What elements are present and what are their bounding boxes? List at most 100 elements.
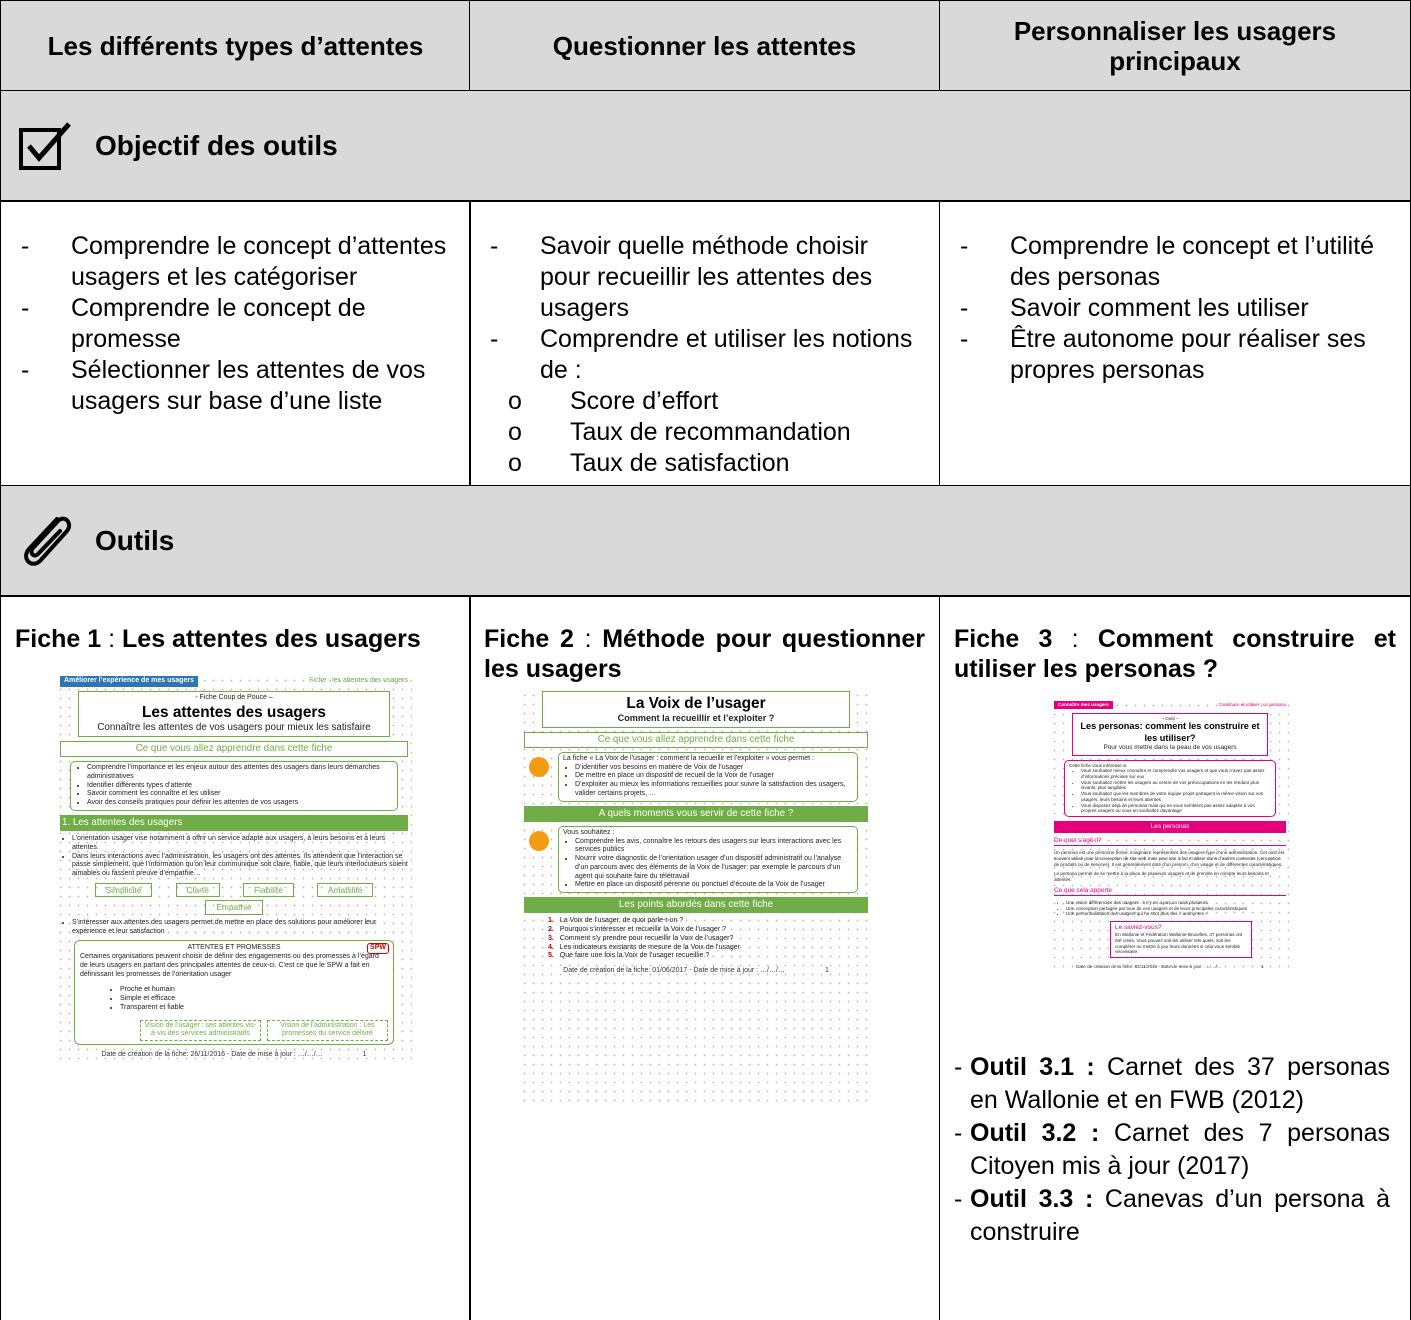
bullet-text: De mettre en place un dispositif de recu… [575, 772, 853, 781]
bullet-marker: - [954, 1119, 963, 1147]
doc-page-number: 1 [824, 967, 829, 975]
bullet-marker: - [960, 232, 969, 260]
fiche-label: Fiche 1 [15, 625, 102, 653]
doc-subtitle: Connaître les attentes de vos usagers po… [97, 721, 371, 733]
doc-numbered: 1. La Voix de l’usager, de quoi parle-t-o… [524, 917, 868, 961]
sub-list: o Score d’effort o Taux de recommandation o T… [488, 386, 921, 479]
bullet-marker: - [21, 294, 30, 322]
doc-topbar: Améliorer l’expérience de mes usagers Fic… [60, 676, 408, 687]
item-text: Comment s’y prendre pour recueillir la V… [559, 934, 734, 942]
bullet-text: Nourrir votre diagnostic de l’orientatio… [575, 855, 853, 881]
bullet-text: Comprendre les avis, connaître les retou… [575, 838, 853, 856]
bullet-list: Comprendre l’importance et les enjeux au… [75, 764, 393, 808]
tool-list: - Outil 3.1 : Carnet des 37 personas en W… [954, 1051, 1390, 1249]
fiche-separator: : [584, 625, 592, 653]
doc-page-number: 1 [1261, 964, 1264, 970]
doc-title-box: – Outil – Les personas: comment les const… [1072, 712, 1268, 756]
doc-outline-heading: Ce que vous allez apprendre dans cette f… [524, 731, 868, 748]
tool-item: - Outil 3.1 : Carnet des 37 personas en W… [954, 1051, 1390, 1117]
section-header: Outils [0, 485, 1411, 597]
doc-topbar-right: Construire et utiliser : un persona [1218, 702, 1286, 707]
fiche-title: Fiche 1 : Les attentes des usagers [1, 596, 470, 654]
item-text: Savoir quelle méthode choisir pour recue… [540, 232, 873, 322]
bullet-marker: - [954, 1185, 963, 1213]
fiche-preview: Améliorer l’expérience de mes usagers Fic… [56, 676, 412, 1064]
doc-box: Cette fiche vous intéresse siVous souhai… [1064, 759, 1276, 818]
header-cell: Personnaliser les usagers principaux [939, 0, 1411, 92]
item-text: La Voix de l’usager, de quoi parle-t-on … [559, 917, 684, 925]
bullet-marker: - [954, 1053, 963, 1081]
bullet-text: Simple et efficace [120, 995, 388, 1004]
doc-bullets: Une vision différenciée des usagers : il… [1054, 900, 1286, 917]
doc-footer: Date de création de la fiche: 02/11/2016… [1054, 964, 1286, 970]
item-text: Être autonome pour réaliser ses propres … [1010, 325, 1366, 384]
bullet-text: L’orientation usager vise notamment à of… [72, 835, 408, 853]
fiche-name: Méthode pour questionner les usagers [484, 625, 925, 683]
fiche-separator: : [1071, 625, 1079, 653]
bullet-text: Proche et humain [120, 986, 388, 995]
doc-visions: Vision de l’usager : ses attentes vis-à-… [80, 1019, 388, 1042]
header-cell: Questionner les attentes [469, 0, 940, 92]
bullet-text: Transparent et fiable [120, 1004, 388, 1013]
doc-paragraph: Le persona permet de se mettre à la plac… [1054, 871, 1269, 883]
item-text: Comprendre le concept de promesse [71, 294, 366, 353]
item-number: 3. [548, 934, 554, 942]
list-item: - Sélectionner les attentes de vos usager… [19, 355, 452, 417]
doc-subtitle: Comment la recueillir et l’exploiter ? [617, 713, 775, 724]
item-text: Comprendre le concept et l’utilité des p… [1010, 232, 1375, 291]
doc-bullets: L’orientation usager vise notamment à of… [60, 835, 408, 879]
bullet-list: Vous souhaitez mieux connaître et compre… [1069, 768, 1271, 814]
header-title: Les différents types d’attentes [47, 31, 424, 61]
doc-band: Les personas [1054, 821, 1286, 834]
doc-band: 1. Les attentes des usagers [60, 814, 408, 832]
list-item: o Score d’effort [488, 386, 921, 417]
tool-text: Carnet des 7 personas Citoyen mis à jour… [970, 1119, 1390, 1180]
item-text: Comprendre et utiliser les notions de : [540, 325, 913, 384]
bullet-text: Vous souhaitez que les membres de votre … [1081, 791, 1271, 802]
doc-tag: Amabilité [316, 882, 374, 898]
doc-footer-text: Date de création de la fiche: 02/11/2016… [1076, 964, 1222, 970]
numbered-item: 4. Les indicateurs existants de mesure de… [548, 944, 868, 953]
doc-box: La fiche « La Voix de l’usager : comment… [529, 751, 858, 802]
bullet-marker: o [508, 387, 522, 415]
bullet-text: Avoir des conseils pratiques pour défini… [87, 799, 393, 808]
item-number: 4. [548, 943, 554, 951]
bullet-text: Savoir comment les connaître et les util… [87, 790, 393, 799]
list-item: - Comprendre le concept de promesse [19, 293, 452, 355]
tool-text: Canevas d’un persona à construire [970, 1185, 1390, 1246]
bullet-marker: - [960, 325, 969, 353]
bullet-list: S’intéresser aux attentes des usagers pe… [60, 919, 408, 937]
fiche-label: Fiche 2 [484, 625, 574, 653]
doc-box-intro: Cette fiche vous intéresse si [1069, 762, 1127, 768]
bullet-marker: - [490, 232, 499, 260]
fiche-label: Fiche 3 [954, 625, 1053, 653]
item-text: Pourquoi s’intéresser et recueillir la V… [559, 926, 726, 934]
doc-topbar-left: Connaître mes usagers [1054, 701, 1113, 709]
doc-box-intro: Vous souhaitez : [563, 828, 615, 836]
doc-box: Comprendre l’importance et les enjeux au… [70, 761, 398, 811]
list-item: - Comprendre le concept et l’utilité des … [958, 231, 1392, 293]
item-text: Taux de recommandation [570, 418, 851, 446]
doc-topbar: Connaître mes usagers Construire et utili… [1054, 701, 1286, 709]
bullet-text: Dans leurs interactions avec l’administr… [72, 853, 408, 879]
doc-subheading: Ce que cela apporte [1054, 887, 1286, 896]
doc-footer: Date de création de la fiche: 01/06/2017… [524, 967, 868, 976]
doc-tags: Simplicité Clarté Fiabilité Amabilité Empath… [60, 882, 408, 915]
bullet-text: Identifier différents types d’attente [87, 782, 393, 791]
list-item: - Savoir quelle méthode choisir pour recu… [488, 231, 921, 324]
bullet-list: Comprendre les avis, connaître les retou… [563, 838, 853, 891]
numbered-item: 3. Comment s’y prendre pour recueillir la… [548, 935, 868, 944]
doc-bullets: S’intéresser aux attentes des usagers pe… [60, 919, 408, 937]
bullet-list: Une vision différenciée des usagers : il… [1054, 900, 1286, 917]
doc-kicker: - Fiche Coup de Pouce – [195, 693, 273, 701]
doc-title: Les attentes des usagers [142, 703, 326, 721]
numbered-list: 1. La Voix de l’usager, de quoi parle-t-o… [524, 917, 868, 961]
objective-cell: - Savoir quelle méthode choisir pour recu… [469, 200, 940, 487]
doc-subtitle: Pour vous mettre dans la peau de vos usa… [1103, 744, 1237, 752]
header-title: Questionner les attentes [552, 31, 857, 61]
doc-topbar-right: Fiche : les attentes des usagers [309, 677, 408, 684]
bullet-marker: - [21, 232, 30, 260]
doc-note-text: En Wallonie et Fédération Wallonie-Bruxe… [1115, 932, 1243, 955]
item-text: Que faire une fois la Voix de l’usager r… [559, 952, 710, 960]
